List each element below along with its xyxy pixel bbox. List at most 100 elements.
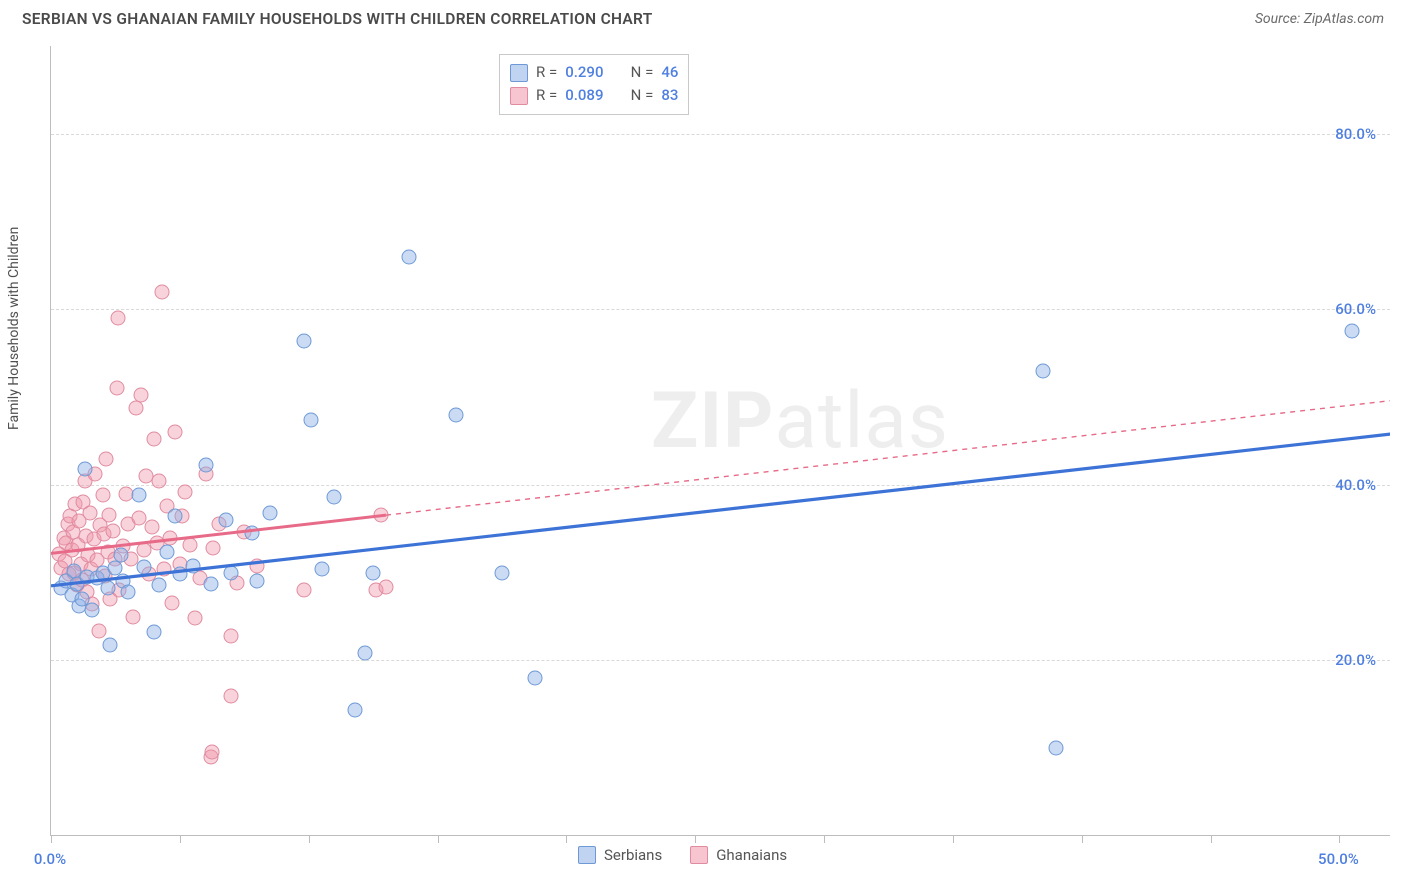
data-point: [304, 412, 319, 427]
data-point: [152, 577, 167, 592]
data-point: [154, 284, 169, 299]
data-point: [348, 702, 363, 717]
data-point: [91, 623, 106, 638]
data-point: [111, 311, 126, 326]
y-tick-label: 60.0%: [1335, 300, 1376, 318]
stats-legend: R = 0.290 N = 46R = 0.089 N = 83: [499, 54, 689, 115]
scatter-chart: ZIPatlas 20.0% 40.0% 60.0% 80.0% R = 0.290 N…: [50, 46, 1390, 836]
stats-row: R = 0.290 N = 46: [510, 61, 678, 84]
legend-label: Serbians: [604, 846, 662, 864]
data-point: [167, 425, 182, 440]
x-tick: [1082, 835, 1083, 843]
data-point: [314, 562, 329, 577]
y-tick-label: 40.0%: [1335, 476, 1376, 494]
data-point: [99, 451, 114, 466]
data-point: [172, 567, 187, 582]
data-point: [134, 388, 149, 403]
watermark: ZIPatlas: [651, 376, 949, 467]
legend-swatch: [578, 846, 596, 864]
legend-swatch: [690, 846, 708, 864]
chart-title: SERBIAN VS GHANAIAN FAMILY HOUSEHOLDS WI…: [22, 10, 653, 28]
legend-swatch: [510, 87, 528, 105]
data-point: [263, 505, 278, 520]
y-tick-label: 80.0%: [1335, 125, 1376, 143]
x-tick: [309, 835, 310, 843]
data-point: [85, 602, 100, 617]
data-point: [147, 432, 162, 447]
data-point: [152, 474, 167, 489]
data-point: [379, 579, 394, 594]
trend-layer: [51, 46, 1390, 835]
data-point: [100, 580, 115, 595]
series-legend: Serbians Ghanaians: [578, 846, 787, 864]
data-point: [198, 457, 213, 472]
x-tick: [438, 835, 439, 843]
data-point: [167, 509, 182, 524]
data-point: [1345, 324, 1360, 339]
data-point: [250, 574, 265, 589]
data-point: [224, 565, 239, 580]
data-point: [528, 671, 543, 686]
data-point: [205, 744, 220, 759]
y-tick-label: 20.0%: [1335, 651, 1376, 669]
stats-row: R = 0.089 N = 83: [510, 84, 678, 107]
legend-item: Serbians: [578, 846, 662, 864]
y-axis-label: Family Households with Children: [6, 227, 22, 430]
x-tick: [824, 835, 825, 843]
data-point: [136, 560, 151, 575]
data-point: [494, 565, 509, 580]
data-point: [327, 490, 342, 505]
data-point: [113, 548, 128, 563]
data-point: [402, 249, 417, 264]
data-point: [144, 520, 159, 535]
data-point: [95, 488, 110, 503]
data-point: [131, 488, 146, 503]
data-point: [188, 611, 203, 626]
data-point: [126, 609, 141, 624]
data-point: [448, 407, 463, 422]
x-tick: [953, 835, 954, 843]
data-point: [121, 584, 136, 599]
legend-label: Ghanaians: [716, 846, 787, 864]
data-point: [206, 541, 221, 556]
data-point: [224, 688, 239, 703]
data-point: [296, 333, 311, 348]
data-point: [165, 595, 180, 610]
source-attribution: Source: ZipAtlas.com: [1255, 11, 1384, 27]
data-point: [101, 507, 116, 522]
gridline: [51, 485, 1390, 486]
data-point: [183, 537, 198, 552]
x-tick: [1339, 835, 1340, 843]
data-point: [103, 637, 118, 652]
legend-item: Ghanaians: [690, 846, 787, 864]
data-point: [224, 628, 239, 643]
data-point: [296, 583, 311, 598]
data-point: [245, 526, 260, 541]
data-point: [157, 562, 172, 577]
data-point: [358, 646, 373, 661]
legend-swatch: [510, 64, 528, 82]
x-tick: [566, 835, 567, 843]
data-point: [1036, 363, 1051, 378]
data-point: [203, 577, 218, 592]
data-point: [77, 462, 92, 477]
data-point: [366, 565, 381, 580]
data-point: [1049, 741, 1064, 756]
data-point: [147, 625, 162, 640]
data-point: [219, 513, 234, 528]
data-point: [105, 523, 120, 538]
data-point: [178, 484, 193, 499]
x-tick-label: 50.0%: [1318, 850, 1359, 868]
data-point: [162, 530, 177, 545]
data-point: [373, 507, 388, 522]
data-point: [250, 558, 265, 573]
x-tick: [1211, 835, 1212, 843]
gridline: [51, 134, 1390, 135]
data-point: [185, 558, 200, 573]
x-tick: [51, 835, 52, 843]
gridline: [51, 309, 1390, 310]
x-tick: [695, 835, 696, 843]
x-tick-label: 0.0%: [34, 850, 66, 868]
data-point: [109, 381, 124, 396]
x-tick: [180, 835, 181, 843]
